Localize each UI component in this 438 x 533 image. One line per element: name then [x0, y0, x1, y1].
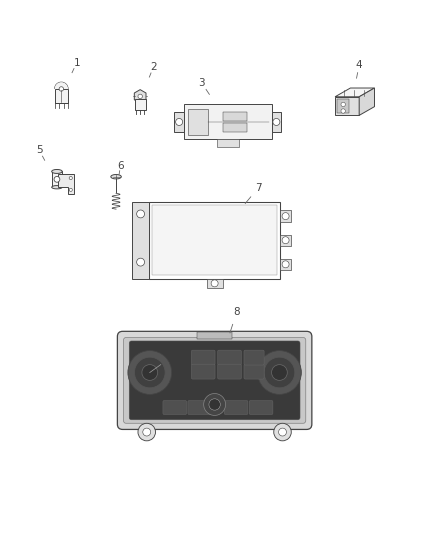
Bar	[188, 109, 208, 135]
Circle shape	[176, 118, 183, 125]
Bar	[132, 202, 149, 279]
Circle shape	[282, 261, 289, 268]
Ellipse shape	[52, 185, 62, 189]
Text: 2: 2	[150, 62, 157, 72]
Bar	[134, 100, 146, 110]
Circle shape	[274, 423, 291, 441]
Ellipse shape	[111, 174, 121, 179]
Bar	[272, 112, 281, 132]
Text: 5: 5	[36, 146, 43, 156]
Polygon shape	[359, 88, 374, 115]
Bar	[223, 112, 247, 121]
Bar	[55, 89, 68, 103]
Circle shape	[264, 357, 295, 388]
Circle shape	[137, 210, 145, 218]
Bar	[280, 235, 291, 246]
FancyBboxPatch shape	[244, 350, 264, 365]
Circle shape	[134, 357, 165, 388]
Bar	[207, 279, 223, 288]
Bar	[280, 211, 291, 222]
Bar	[223, 123, 247, 132]
Bar	[217, 140, 239, 147]
Circle shape	[273, 118, 280, 125]
FancyBboxPatch shape	[129, 341, 300, 420]
Text: 6: 6	[117, 161, 124, 171]
FancyBboxPatch shape	[244, 364, 264, 379]
Circle shape	[69, 176, 72, 180]
Text: 4: 4	[356, 60, 363, 70]
Circle shape	[138, 94, 142, 99]
Circle shape	[282, 213, 289, 220]
Bar	[174, 112, 184, 132]
Wedge shape	[55, 82, 68, 89]
Circle shape	[341, 102, 346, 107]
Text: 8: 8	[233, 308, 240, 318]
Polygon shape	[58, 174, 74, 194]
FancyBboxPatch shape	[191, 364, 215, 379]
Text: 7: 7	[255, 183, 262, 192]
Circle shape	[137, 258, 145, 266]
FancyBboxPatch shape	[163, 400, 187, 415]
FancyBboxPatch shape	[224, 400, 248, 415]
Circle shape	[138, 423, 155, 441]
Polygon shape	[134, 90, 146, 103]
Circle shape	[258, 351, 301, 394]
Circle shape	[59, 87, 64, 91]
Text: 3: 3	[198, 77, 205, 87]
Circle shape	[272, 365, 287, 381]
FancyBboxPatch shape	[249, 400, 273, 415]
FancyBboxPatch shape	[117, 332, 312, 430]
Circle shape	[69, 188, 72, 191]
Bar	[337, 99, 349, 113]
Bar	[184, 104, 272, 140]
Ellipse shape	[52, 169, 62, 173]
Bar	[152, 205, 277, 275]
Polygon shape	[335, 88, 374, 97]
Circle shape	[204, 393, 226, 415]
Circle shape	[142, 365, 158, 381]
Text: 1: 1	[73, 58, 80, 68]
FancyBboxPatch shape	[191, 350, 215, 365]
Circle shape	[128, 351, 172, 394]
Bar	[197, 332, 232, 339]
Bar	[280, 259, 291, 270]
Circle shape	[211, 280, 218, 287]
FancyBboxPatch shape	[188, 400, 212, 415]
Circle shape	[341, 109, 346, 113]
Circle shape	[279, 428, 286, 436]
FancyBboxPatch shape	[218, 350, 241, 365]
Circle shape	[209, 399, 220, 410]
Polygon shape	[335, 97, 359, 115]
Bar	[52, 172, 62, 187]
Circle shape	[143, 428, 151, 436]
FancyBboxPatch shape	[124, 337, 306, 423]
Bar	[149, 202, 280, 279]
Circle shape	[54, 176, 60, 182]
FancyBboxPatch shape	[218, 364, 241, 379]
Circle shape	[282, 237, 289, 244]
